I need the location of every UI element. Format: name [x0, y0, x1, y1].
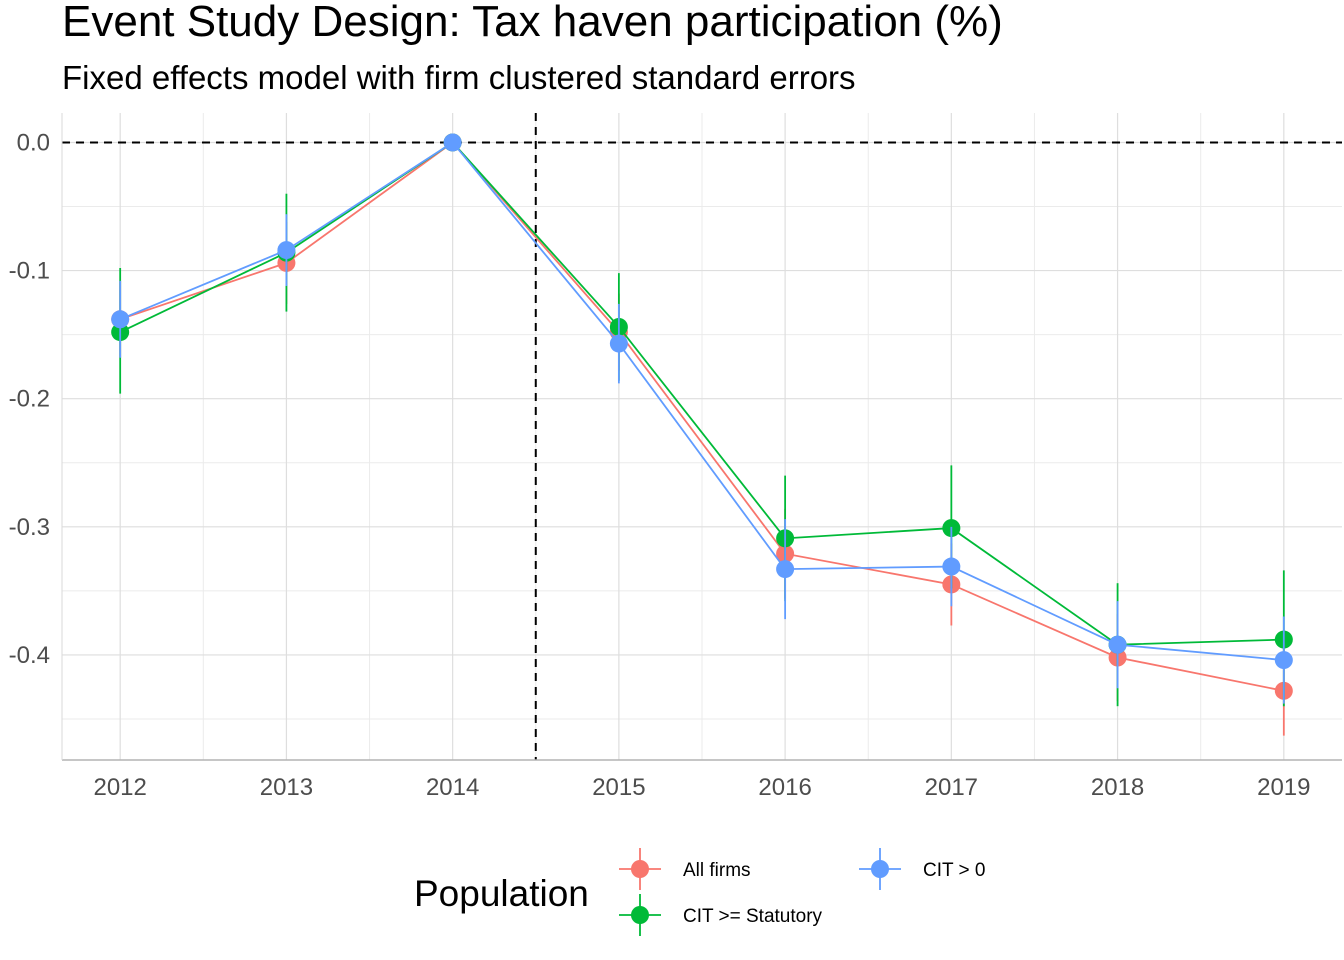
legend-label: CIT > 0 [923, 860, 985, 881]
data-point [443, 133, 462, 152]
x-tick-label: 2014 [426, 774, 479, 801]
data-point [1108, 635, 1127, 654]
data-point [776, 560, 795, 579]
legend-key-point [631, 906, 649, 924]
legend-items: All firms CIT >= Statutory CIT > 0 [619, 848, 985, 936]
chart-subtitle: Fixed effects model with firm clustered … [62, 59, 856, 96]
legend-label: CIT >= Statutory [683, 906, 823, 927]
y-tick-label: -0.1 [9, 258, 50, 285]
x-tick-label: 2013 [260, 774, 313, 801]
series-line [119, 141, 1284, 646]
data-point [609, 334, 628, 353]
x-tick-label: 2012 [93, 774, 146, 801]
series-line [119, 141, 1284, 661]
data-point [1274, 651, 1293, 670]
legend-item: CIT > 0 [859, 848, 985, 890]
reference-lines [62, 113, 1342, 760]
x-tick-label: 2015 [592, 774, 645, 801]
series-line [119, 141, 1284, 692]
legend-item: CIT >= Statutory [619, 894, 823, 936]
y-axis-ticks: 0.0 -0.1 -0.2 -0.3 -0.4 [9, 129, 50, 668]
legend-key-point [871, 860, 889, 878]
legend-label: All firms [683, 860, 751, 881]
x-tick-label: 2016 [758, 774, 811, 801]
series-layer [111, 133, 1293, 736]
y-tick-label: -0.4 [9, 642, 50, 669]
y-tick-label: -0.3 [9, 514, 50, 541]
plot-panel [61, 113, 1342, 761]
legend-key-point [631, 860, 649, 878]
legend-item: All firms [619, 848, 751, 890]
x-tick-label: 2018 [1091, 774, 1144, 801]
chart-title: Event Study Design: Tax haven participat… [62, 0, 1003, 46]
y-tick-label: 0.0 [17, 129, 50, 156]
legend: Population All firms CIT >= Statutory CIT … [414, 848, 985, 936]
y-tick-label: -0.2 [9, 386, 50, 413]
x-tick-label: 2019 [1257, 774, 1310, 801]
data-point [277, 241, 296, 260]
series-3 [111, 133, 1293, 704]
x-axis-ticks: 2012 2013 2014 2015 2016 2017 2018 2019 [93, 774, 1310, 801]
data-point [111, 310, 130, 329]
x-tick-label: 2017 [925, 774, 978, 801]
legend-title: Population [414, 873, 589, 914]
data-point [942, 557, 961, 576]
